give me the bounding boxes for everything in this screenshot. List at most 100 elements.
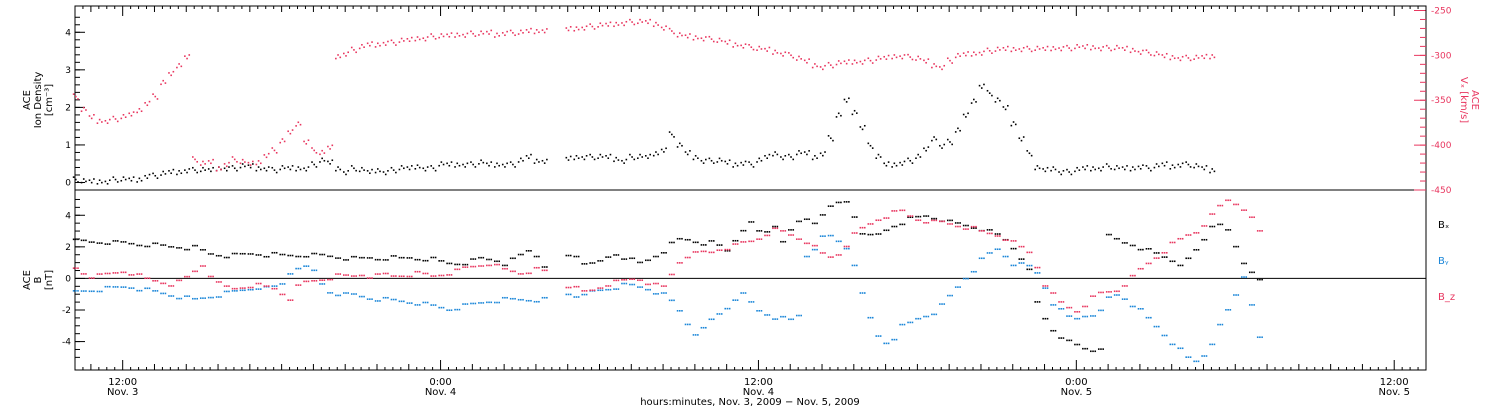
density-point: [438, 164, 440, 167]
velocity-point: [1014, 49, 1017, 51]
bx-point: [816, 222, 818, 225]
bx-point: [347, 259, 349, 261]
bz-point: [901, 209, 904, 212]
bz-point: [434, 275, 437, 277]
bx-point: [988, 229, 991, 231]
bz-point: [188, 275, 191, 278]
bz-point: [899, 209, 901, 212]
by-point: [533, 300, 536, 303]
bx-point: [218, 254, 220, 257]
bx-point: [422, 259, 425, 262]
bx-point: [708, 240, 711, 242]
density-point: [178, 170, 180, 172]
bx-point: [1044, 317, 1047, 320]
density-point: [112, 176, 115, 178]
bz-point: [228, 285, 230, 287]
density-point: [949, 141, 951, 143]
bx-point: [808, 218, 810, 221]
density-point: [1179, 166, 1182, 168]
by-point: [1193, 360, 1195, 363]
bz-point: [400, 275, 403, 278]
bz-point: [1229, 199, 1232, 202]
bz-point: [644, 283, 647, 286]
bz-point: [605, 285, 607, 287]
velocity-point: [879, 58, 882, 60]
by-point: [493, 301, 496, 304]
bz-point: [803, 242, 806, 245]
bz-point: [891, 210, 893, 212]
by-point: [474, 302, 477, 305]
density-point: [366, 170, 369, 172]
by-point: [819, 235, 822, 237]
bz-point: [933, 219, 935, 222]
velocity-point: [313, 149, 316, 152]
bx-point: [935, 217, 938, 220]
density-point: [877, 153, 880, 156]
bz-point: [740, 241, 742, 243]
bz-point: [538, 266, 540, 269]
bx-point: [663, 252, 665, 254]
velocity-point: [639, 18, 641, 21]
density-point: [1118, 167, 1120, 170]
density-point: [1110, 167, 1112, 170]
bx-point: [1014, 247, 1017, 250]
bx-point: [1150, 248, 1152, 250]
bz-point: [671, 273, 673, 276]
by-point: [883, 342, 885, 345]
by-point: [1245, 276, 1248, 278]
bz-point: [623, 279, 625, 281]
bx-point: [740, 229, 742, 232]
velocity-point: [671, 30, 673, 32]
velocity-point: [623, 24, 625, 27]
density-point: [1074, 170, 1076, 173]
bz-point: [1108, 291, 1110, 293]
by-point: [1256, 336, 1259, 339]
bx-point: [750, 221, 753, 223]
velocity-point: [1158, 53, 1160, 56]
velocity-point: [458, 35, 461, 37]
bx-point: [527, 250, 530, 252]
velocity-point: [835, 63, 838, 66]
by-point: [639, 286, 641, 288]
bz-point: [384, 272, 387, 275]
velocity-point: [565, 27, 568, 29]
velocity-point: [686, 36, 689, 39]
by-point: [454, 308, 456, 311]
bx-point: [1134, 244, 1136, 247]
bz-point: [585, 290, 588, 292]
by-point: [369, 298, 371, 300]
bx-point: [647, 259, 649, 262]
by-point: [712, 318, 715, 321]
density-point: [1108, 165, 1110, 168]
density-point: [273, 169, 276, 171]
density-point: [350, 165, 353, 167]
by-point: [422, 301, 425, 304]
by-point: [718, 313, 721, 315]
velocity-point: [712, 40, 715, 43]
velocity-point: [1193, 58, 1195, 60]
density-point: [853, 109, 856, 112]
bz-point: [128, 274, 131, 276]
velocity-point: [263, 154, 266, 156]
velocity-point: [1142, 49, 1144, 52]
bx-point: [186, 248, 188, 251]
bx-point: [493, 260, 496, 263]
density-point: [915, 157, 917, 160]
velocity-point: [482, 32, 485, 35]
bx-point: [414, 258, 417, 261]
velocity-point: [621, 22, 623, 24]
by-point: [138, 289, 141, 292]
bx-point: [196, 244, 199, 247]
bz-point: [835, 254, 838, 256]
bottom-left-axis-title-line1: ACE: [22, 270, 33, 290]
density-point: [104, 180, 107, 183]
bz-point: [788, 234, 790, 236]
velocity-point: [223, 163, 226, 165]
velocity-point: [893, 54, 896, 56]
bx-point: [305, 255, 308, 258]
density-point: [676, 146, 679, 148]
by-point: [1076, 317, 1078, 320]
velocity-point: [1074, 47, 1076, 50]
bz-point: [82, 273, 85, 275]
bz-point: [1026, 251, 1029, 254]
